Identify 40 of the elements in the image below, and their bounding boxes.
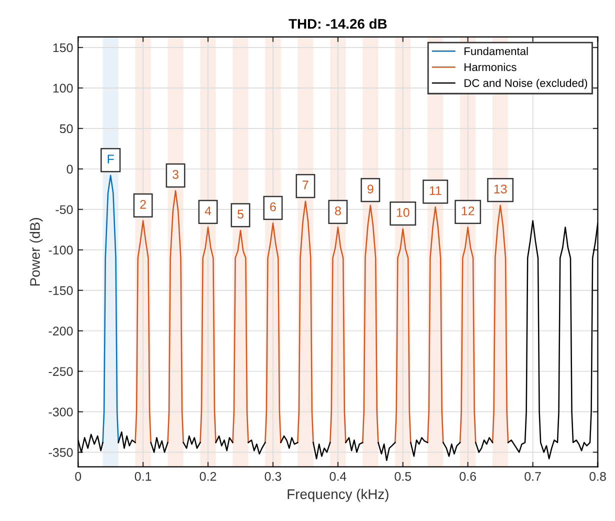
- annotation: 2: [140, 200, 146, 209]
- x-tick-label: 0.3: [264, 472, 282, 481]
- x-tick-label: 0.1: [134, 472, 152, 481]
- annotation: 12: [462, 206, 474, 216]
- x-tick-label: 0.8: [590, 472, 606, 481]
- annotation: 9: [368, 184, 374, 194]
- annotation: 3: [172, 170, 178, 179]
- y-tick-label: 100: [53, 84, 73, 93]
- y-axis-title: Power (dB): [30, 218, 43, 286]
- x-tick-label: 0.2: [200, 472, 216, 481]
- y-tick-label: 150: [53, 43, 73, 52]
- y-tick-label: -250: [48, 367, 73, 376]
- y-tick-label: 0: [66, 164, 73, 174]
- y-tick-label: -150: [48, 286, 73, 296]
- x-tick-label: 0.6: [460, 472, 476, 481]
- y-tick-label: -100: [48, 246, 73, 255]
- annotation: 6: [270, 202, 276, 212]
- annotation: 13: [494, 184, 507, 194]
- annotation: 11: [430, 186, 442, 195]
- y-tick-label: -200: [48, 326, 73, 336]
- annotation: 7: [302, 180, 308, 190]
- legend-label: Fundamental: [464, 46, 528, 56]
- chart-title: THD: -14.26 dB: [288, 18, 387, 29]
- x-tick-label: 0.4: [330, 472, 346, 481]
- annotation: F: [108, 154, 114, 164]
- y-tick-label: -350: [48, 448, 73, 457]
- x-tick-label: 0.7: [524, 472, 541, 481]
- y-tick-label: 50: [60, 124, 73, 134]
- annotation: 4: [204, 206, 212, 216]
- annotation: 8: [335, 206, 341, 216]
- x-axis-title: Frequency (kHz): [288, 488, 388, 502]
- x-tick-label: 0.5: [394, 472, 412, 481]
- y-tick-label: -300: [48, 408, 73, 416]
- legend-label: DC and Noise (excluded): [464, 78, 588, 90]
- y-tick-label: -50: [56, 205, 73, 214]
- annotation: 5: [238, 210, 244, 219]
- legend-label: Harmonics: [464, 62, 516, 72]
- x-tick-label: 0: [75, 472, 82, 481]
- annotation: 10: [396, 208, 410, 217]
- line-series: [102, 174, 120, 444]
